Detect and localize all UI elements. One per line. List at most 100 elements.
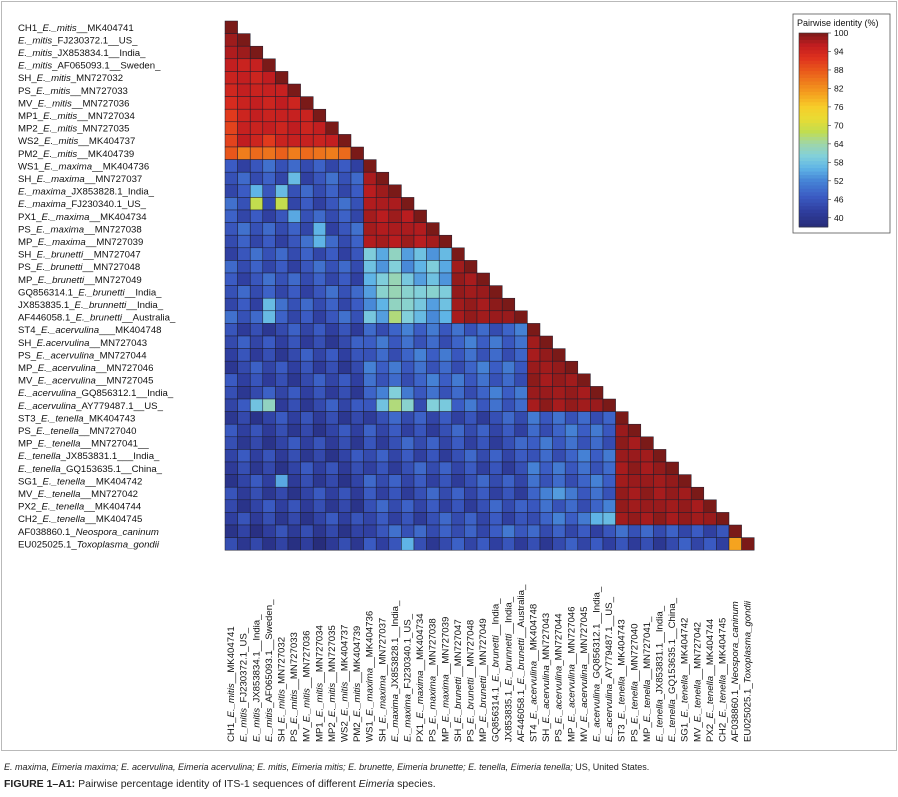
heatmap-cell — [489, 499, 503, 513]
heatmap-cell — [388, 360, 402, 375]
heatmap-cell — [464, 386, 478, 400]
heatmap-cell — [615, 436, 629, 450]
heatmap-cell — [388, 512, 402, 526]
heatmap-cell — [363, 474, 377, 488]
heatmap-cell — [375, 499, 390, 513]
heatmap-cell — [401, 499, 415, 513]
heatmap-cell — [363, 537, 377, 551]
heatmap-cell — [287, 499, 301, 513]
heatmap-cell — [312, 184, 327, 198]
heatmap-cell — [363, 260, 377, 274]
heatmap-cell — [275, 373, 289, 387]
heatmap-cell — [300, 260, 314, 274]
heatmap-cell — [426, 474, 440, 488]
heatmap-cell — [237, 134, 251, 148]
heatmap-cell — [615, 524, 629, 538]
heatmap-cell — [300, 108, 314, 123]
heatmap-cell — [464, 398, 478, 412]
heatmap-cell — [464, 436, 478, 450]
column-label: WS2_E._mitis__MK404737 — [339, 625, 350, 742]
heatmap-cell — [615, 461, 629, 475]
heatmap-cell — [539, 436, 553, 450]
heatmap-cell — [287, 234, 301, 249]
heatmap-cell — [224, 58, 238, 72]
legend-color-step — [799, 185, 828, 190]
heatmap-cell — [401, 512, 415, 526]
heatmap-cell — [312, 260, 327, 274]
heatmap-cell — [464, 461, 478, 475]
heatmap-cell — [527, 436, 541, 450]
heatmap-cell — [249, 474, 264, 488]
heatmap-cell — [262, 449, 276, 463]
heatmap-cell — [590, 461, 604, 475]
heatmap-cell — [678, 524, 692, 538]
heatmap-cell — [287, 310, 301, 324]
heatmap-cell — [363, 197, 377, 211]
heatmap-cell — [375, 171, 390, 186]
caption-label: FIGURE 1–A1: — [4, 778, 76, 790]
heatmap-cell — [224, 436, 238, 450]
heatmap-cell — [602, 474, 616, 488]
heatmap-cell — [401, 436, 415, 450]
heatmap-cell — [426, 360, 440, 375]
heatmap-cell — [224, 184, 238, 198]
heatmap-cell — [287, 348, 301, 362]
heatmap-cell — [363, 423, 377, 438]
legend-color-step — [799, 36, 828, 41]
column-label: ST3_E._tenella__MK404743 — [617, 619, 628, 742]
heatmap-cell — [564, 449, 579, 463]
heatmap-cell — [224, 335, 238, 349]
heatmap-cell — [262, 234, 276, 249]
heatmap-cell — [262, 171, 276, 186]
heatmap-cell — [325, 348, 339, 362]
heatmap-cell — [476, 323, 490, 337]
heatmap-cell — [426, 449, 440, 463]
heatmap-cell — [300, 423, 314, 438]
heatmap-cell — [665, 461, 679, 475]
heatmap-cell — [325, 209, 339, 223]
heatmap-cell — [413, 449, 427, 463]
heatmap-cell — [590, 449, 604, 463]
heatmap-cell — [300, 171, 314, 186]
heatmap-cell — [527, 499, 541, 513]
heatmap-cell — [388, 474, 402, 488]
heatmap-cell — [527, 386, 541, 400]
heatmap-cell — [262, 474, 276, 488]
row-label: E._tenella_JX853831.1___India_ — [18, 451, 160, 462]
heatmap-cell — [249, 108, 264, 123]
column-label: SH_E._maxima__MN727037 — [377, 618, 388, 742]
column-label: MP_E._tenella__MN727041_ — [642, 616, 653, 742]
heatmap-cell — [401, 386, 415, 400]
column-label: CH1_E._mitis__MK404741 — [226, 626, 237, 742]
heatmap-cell — [577, 373, 591, 387]
row-label: MP_E._maxima__MN727039 — [18, 237, 143, 248]
heatmap-cells — [224, 20, 755, 551]
heatmap-cell — [703, 499, 717, 513]
heatmap-cell — [451, 499, 465, 513]
row-label: WS2_E._mitis__MK404737 — [18, 136, 135, 147]
heatmap-cell — [426, 335, 440, 349]
heatmap-cell — [287, 171, 301, 186]
heatmap-cell — [338, 285, 352, 299]
heatmap-cell — [237, 121, 251, 135]
heatmap-cell — [249, 537, 264, 551]
heatmap-cell — [224, 310, 238, 324]
heatmap-cell — [262, 537, 276, 551]
heatmap-cell — [451, 449, 465, 463]
heatmap-cell — [501, 461, 516, 475]
heatmap-cell — [539, 398, 553, 412]
heatmap-cell — [325, 310, 339, 324]
heatmap-cell — [350, 272, 364, 286]
heatmap-cell — [640, 436, 654, 450]
legend-color-step — [799, 116, 828, 120]
legend-color-step — [799, 53, 828, 58]
heatmap-cell — [338, 247, 352, 261]
heatmap-cell — [665, 512, 679, 526]
heatmap-cell — [564, 436, 579, 450]
heatmap-cell — [489, 398, 503, 412]
heatmap-cell — [426, 486, 440, 501]
heatmap-cell — [375, 209, 390, 223]
heatmap-cell — [476, 423, 490, 438]
heatmap-cell — [237, 234, 251, 249]
heatmap-cell — [464, 486, 478, 501]
